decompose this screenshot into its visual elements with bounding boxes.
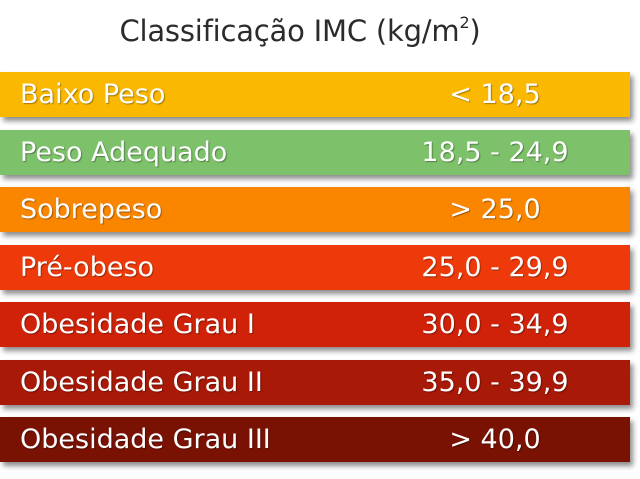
row-value: 35,0 - 39,9 <box>421 366 569 398</box>
row-normal-weight: Peso Adequado 18,5 - 24,9 <box>0 129 630 175</box>
row-label: Pré-obeso <box>20 251 155 283</box>
row-value: > 25,0 <box>449 194 541 225</box>
row-pre-obese: Pré-obeso 25,0 - 29,9 <box>0 244 630 290</box>
row-label: Peso Adequado <box>20 136 228 168</box>
title-closing: ) <box>469 14 481 48</box>
row-overweight: Sobrepeso > 25,0 <box>0 187 630 232</box>
row-obesity-grade-1: Obesidade Grau I 30,0 - 34,9 <box>0 302 630 347</box>
page-title: Classificação IMC (kg/m2) <box>0 13 600 48</box>
row-value: < 18,5 <box>449 79 541 110</box>
row-value: > 40,0 <box>449 424 541 455</box>
row-obesity-grade-2: Obesidade Grau II 35,0 - 39,9 <box>0 359 630 405</box>
row-value: 18,5 - 24,9 <box>421 136 569 168</box>
row-value: 25,0 - 29,9 <box>421 251 569 283</box>
row-value: 30,0 - 34,9 <box>421 309 569 340</box>
row-label: Obesidade Grau III <box>20 424 271 455</box>
title-superscript: 2 <box>459 13 470 33</box>
row-label: Obesidade Grau I <box>20 309 255 340</box>
title-text: Classificação IMC (kg/m <box>119 14 460 48</box>
row-label: Sobrepeso <box>20 194 163 225</box>
row-label: Obesidade Grau II <box>20 366 263 398</box>
row-obesity-grade-3: Obesidade Grau III > 40,0 <box>0 417 630 462</box>
row-underweight: Baixo Peso < 18,5 <box>0 72 630 117</box>
row-label: Baixo Peso <box>20 79 166 110</box>
